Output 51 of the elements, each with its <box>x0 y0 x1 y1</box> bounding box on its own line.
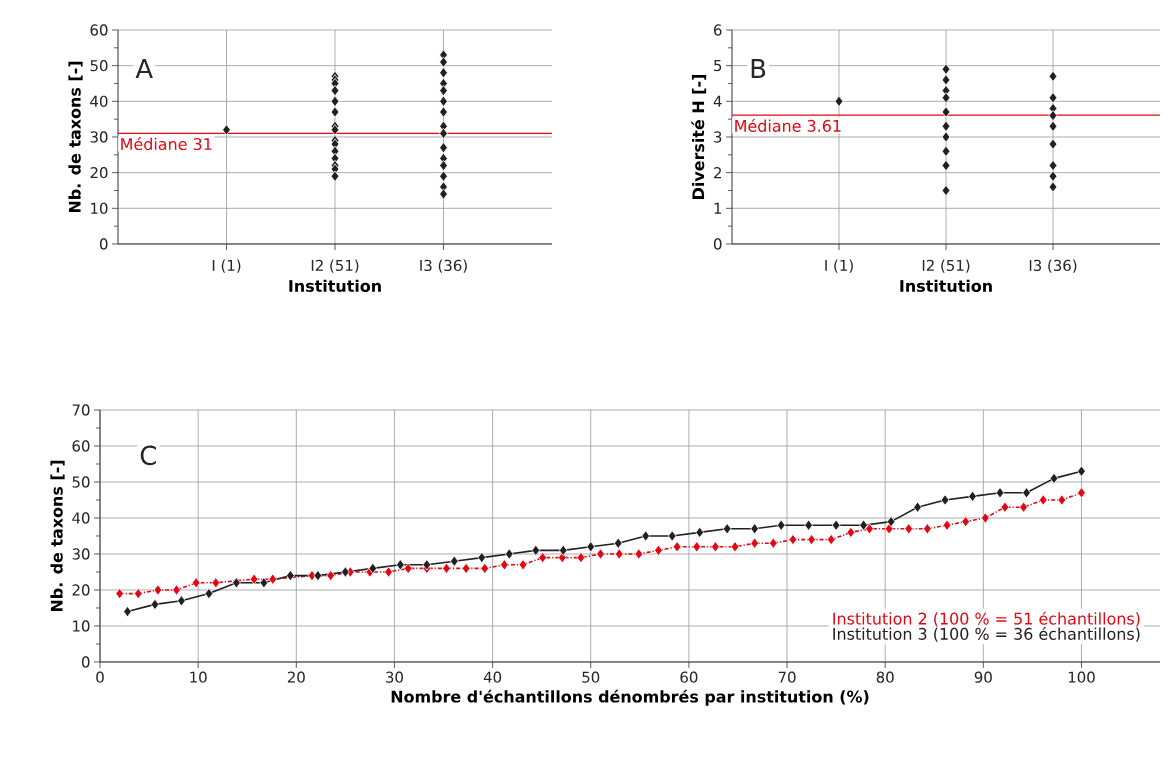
x-tick-label: 60 <box>680 671 698 683</box>
y-tick-label: 50 <box>72 476 90 488</box>
x-tick-label: I (1) <box>825 259 853 273</box>
y-tick-label: 40 <box>72 512 90 524</box>
x-tick-label: 30 <box>386 671 403 683</box>
y-tick-label: 60 <box>72 440 90 452</box>
y-tick-label: 0 <box>713 238 722 250</box>
annotation: B <box>751 59 766 78</box>
y-axis-title: Nb. de taxons [-] <box>50 460 65 612</box>
y-tick-label: 20 <box>72 584 90 596</box>
annotation: A <box>135 59 153 78</box>
ref-line-label: Médiane 3.61 <box>735 118 841 132</box>
y-tick-label: 6 <box>714 24 722 36</box>
y-tick-label: 30 <box>90 131 108 143</box>
text: Institution 3 (100 % = 36 échantillons) <box>833 626 1140 642</box>
y-axis-title: Diversité H [-] <box>691 74 707 199</box>
y-axis-title: Nb. de taxons [-] <box>68 61 83 213</box>
x-tick-label: 40 <box>483 671 502 683</box>
ref-line-label: Médiane 31 <box>121 137 212 151</box>
x-tick-label: 70 <box>778 671 796 683</box>
x-tick-label: I2 (51) <box>922 259 970 273</box>
y-tick-label: 2 <box>714 167 721 179</box>
y-tick-label: 4 <box>713 95 722 107</box>
y-tick-label: 40 <box>90 95 108 107</box>
y-tick-label: 70 <box>72 404 90 416</box>
y-tick-label: 30 <box>72 548 90 560</box>
x-tick-label: 80 <box>876 671 894 683</box>
y-tick-label: 0 <box>81 656 90 668</box>
annotation: C <box>140 445 156 466</box>
y-tick-label: 20 <box>90 167 108 179</box>
x-tick-label: 20 <box>287 671 305 683</box>
x-axis-title: Nombre d'échantillons dénombrés par institution (%) <box>391 689 869 706</box>
text: Institution 2 (100 % = 51 échantillons) <box>833 611 1140 627</box>
x-tick-label: 50 <box>582 671 600 683</box>
x-tick-label: I3 (36) <box>420 259 467 273</box>
y-tick-label: 3 <box>714 131 722 143</box>
y-tick-label: 0 <box>99 238 108 250</box>
y-tick-label: 10 <box>91 202 108 214</box>
x-tick-label: 10 <box>190 671 207 683</box>
x-tick-label: I (1) <box>212 259 241 273</box>
y-tick-label: 1 <box>714 202 722 214</box>
y-tick-label: 10 <box>73 620 90 632</box>
x-tick-label: I2 (51) <box>311 259 359 273</box>
x-axis-title: Institution <box>289 279 381 292</box>
y-tick-label: 5 <box>714 60 722 72</box>
y-tick-label: 50 <box>90 60 108 72</box>
x-tick-label: 100 <box>1068 671 1095 683</box>
y-tick-label: 60 <box>90 24 108 36</box>
x-tick-label: I3 (36) <box>1029 259 1077 273</box>
x-tick-label: 90 <box>974 671 992 683</box>
x-axis-title: Institution <box>900 279 992 292</box>
